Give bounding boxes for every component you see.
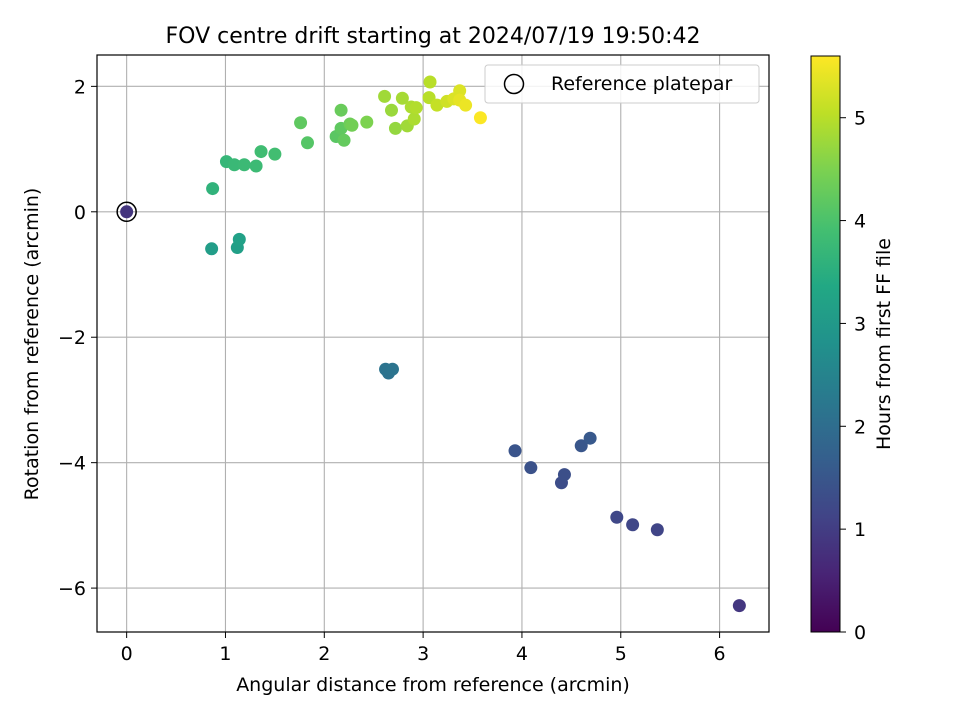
- y-tick-label: 2: [74, 76, 86, 98]
- colorbar-tick-label: 1: [854, 519, 866, 541]
- data-points: [120, 75, 746, 613]
- x-axis-label: Angular distance from reference (arcmin): [236, 674, 630, 696]
- data-point: [294, 116, 308, 130]
- data-point: [206, 182, 220, 196]
- data-point: [732, 599, 746, 613]
- colorbar-tick-label: 4: [854, 211, 866, 233]
- x-tick-label: 4: [516, 643, 528, 665]
- data-point: [459, 98, 473, 112]
- colorbar-ticks: 0 1 2 3 4 5: [840, 108, 866, 644]
- reference-platepar-marker: [116, 201, 137, 223]
- legend-reference-marker: [503, 73, 525, 95]
- data-point: [395, 91, 409, 105]
- y-tick-label: −2: [58, 327, 86, 349]
- data-point: [508, 444, 522, 458]
- x-axis-ticks: 0 1 2 3 4 5 6: [121, 632, 726, 665]
- data-point: [232, 232, 246, 246]
- colorbar-tick-label: 2: [854, 416, 866, 438]
- data-point: [409, 101, 423, 115]
- x-tick-label: 2: [318, 643, 330, 665]
- data-point: [378, 89, 392, 103]
- colorbar-tick-label: 0: [854, 622, 866, 644]
- data-point: [300, 136, 314, 150]
- x-tick-label: 1: [219, 643, 231, 665]
- data-point: [388, 121, 402, 135]
- y-tick-label: −4: [58, 453, 86, 475]
- y-axis-label: Rotation from reference (arcmin): [21, 188, 43, 501]
- reference-marker-layer: [116, 201, 137, 223]
- data-point: [574, 439, 588, 453]
- colorbar-tick-label: 3: [854, 313, 866, 335]
- grid-lines: [97, 55, 769, 632]
- data-point: [524, 461, 538, 475]
- legend-box: [484, 64, 760, 104]
- data-point: [360, 115, 374, 129]
- data-point: [626, 518, 640, 532]
- data-point: [650, 523, 664, 537]
- data-point: [254, 145, 268, 159]
- colorbar-label: Hours from first FF file: [873, 238, 895, 450]
- data-point: [385, 362, 399, 376]
- data-point: [237, 158, 251, 172]
- data-point: [337, 133, 351, 147]
- colorbar-tick-label: 5: [854, 108, 866, 130]
- data-point: [120, 205, 134, 219]
- plot-frame: [96, 54, 770, 633]
- x-tick-label: 5: [615, 643, 627, 665]
- colorbar-gradient: [810, 55, 841, 633]
- data-point: [334, 103, 348, 117]
- data-point: [610, 510, 624, 524]
- data-point: [345, 118, 359, 132]
- data-point: [227, 158, 241, 172]
- y-tick-label: 0: [74, 202, 86, 224]
- data-point: [249, 159, 263, 173]
- data-point: [384, 103, 398, 117]
- x-tick-label: 0: [121, 643, 133, 665]
- y-axis-ticks: −6 −4 −2 0 2: [58, 76, 97, 600]
- colorbar: 0 1 2 3 4 5 Hours from first FF file: [810, 55, 895, 644]
- x-tick-label: 6: [714, 643, 726, 665]
- data-point: [423, 75, 437, 89]
- chart-title: FOV centre drift starting at 2024/07/19 …: [166, 24, 701, 49]
- x-tick-label: 3: [417, 643, 429, 665]
- legend-entry-reference-platepar: Reference platepar: [551, 73, 733, 95]
- data-point: [407, 112, 421, 126]
- data-point: [453, 84, 467, 98]
- data-point: [205, 242, 219, 256]
- data-point: [430, 98, 444, 112]
- y-tick-label: −6: [58, 578, 86, 600]
- data-point: [583, 431, 597, 445]
- legend: Reference platepar: [484, 64, 760, 104]
- data-point: [473, 111, 487, 125]
- data-point: [268, 147, 282, 161]
- data-point: [557, 468, 571, 482]
